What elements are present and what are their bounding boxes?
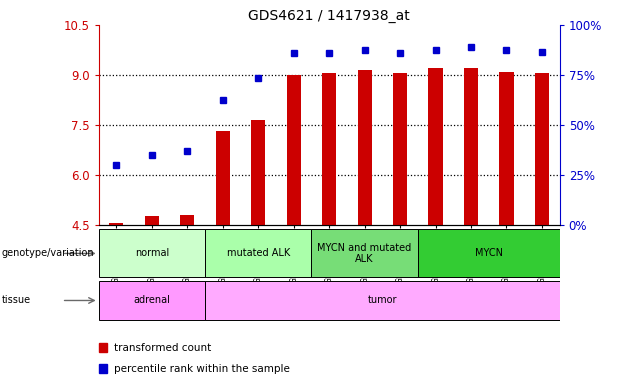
Text: tissue: tissue — [1, 295, 31, 306]
Text: adrenal: adrenal — [134, 295, 170, 306]
Text: genotype/variation: genotype/variation — [1, 248, 94, 258]
Bar — [99, 230, 205, 277]
Bar — [322, 73, 336, 225]
Text: normal: normal — [135, 248, 169, 258]
Bar — [464, 68, 478, 225]
Bar — [418, 230, 560, 277]
Bar — [429, 68, 443, 225]
Bar — [357, 70, 371, 225]
Bar — [312, 230, 418, 277]
Bar — [109, 223, 123, 225]
Bar — [287, 75, 301, 225]
Bar — [99, 281, 205, 320]
Bar — [535, 73, 549, 225]
Bar — [393, 73, 407, 225]
Bar — [205, 230, 312, 277]
Text: transformed count: transformed count — [114, 343, 212, 353]
Title: GDS4621 / 1417938_at: GDS4621 / 1417938_at — [248, 8, 410, 23]
Bar — [205, 281, 560, 320]
Bar — [180, 215, 195, 225]
Bar — [145, 216, 159, 225]
Text: MYCN and mutated
ALK: MYCN and mutated ALK — [317, 243, 411, 264]
Text: MYCN: MYCN — [474, 248, 502, 258]
Text: mutated ALK: mutated ALK — [226, 248, 290, 258]
Bar — [499, 71, 514, 225]
Bar — [216, 131, 230, 225]
Text: tumor: tumor — [368, 295, 397, 306]
Text: percentile rank within the sample: percentile rank within the sample — [114, 364, 291, 374]
Bar — [251, 120, 265, 225]
